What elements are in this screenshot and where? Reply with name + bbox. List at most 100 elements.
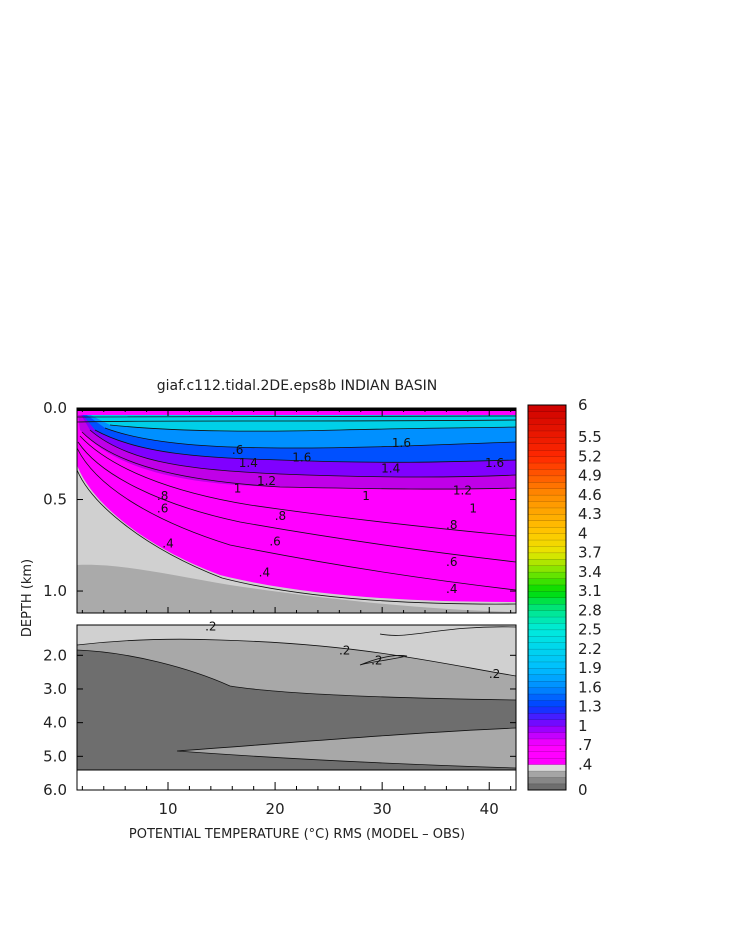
colorbar-label: 1.9 bbox=[578, 659, 602, 677]
colorbar-frame bbox=[527, 404, 567, 791]
colorbar-label: 3.7 bbox=[578, 544, 602, 562]
colorbar-band bbox=[527, 648, 567, 656]
colorbar-band bbox=[527, 507, 567, 515]
colorbar-band bbox=[527, 456, 567, 464]
colorbar-label: .7 bbox=[578, 736, 592, 754]
colorbar-label: 5.5 bbox=[578, 428, 602, 446]
colorbar-band bbox=[527, 436, 567, 445]
colorbar-label: 4 bbox=[578, 524, 588, 542]
y-tick-label: 6.0 bbox=[43, 781, 67, 799]
contour-label: 1 bbox=[362, 489, 370, 503]
colorbar-band bbox=[527, 424, 567, 432]
contour-label: .4 bbox=[162, 536, 173, 550]
contour-label: .6 bbox=[157, 502, 168, 516]
colorbar-band bbox=[527, 443, 567, 451]
colorbar-band bbox=[527, 475, 567, 483]
y-tick-label: 1.0 bbox=[43, 582, 67, 600]
colorbar-label: 3.4 bbox=[578, 563, 602, 581]
colorbar-band bbox=[527, 603, 567, 611]
y-tick-label: 4.0 bbox=[43, 714, 67, 732]
colorbar-band bbox=[527, 610, 567, 618]
colorbar-band bbox=[527, 616, 567, 624]
colorbar-label: 2.2 bbox=[578, 640, 602, 658]
contour-label: .2 bbox=[339, 643, 350, 657]
colorbar-band bbox=[527, 597, 567, 605]
colorbar-band bbox=[527, 744, 567, 752]
x-tick-label: 10 bbox=[158, 800, 177, 818]
colorbar-band bbox=[527, 481, 567, 489]
lower-contours bbox=[77, 626, 516, 769]
colorbar-band bbox=[527, 462, 567, 470]
colorbar-band bbox=[527, 674, 567, 682]
colorbar-band bbox=[527, 783, 567, 791]
contour-label: 1.2 bbox=[453, 483, 472, 497]
colorbar-band bbox=[527, 526, 567, 534]
colorbar-band bbox=[527, 732, 567, 740]
band-0.1 bbox=[77, 650, 516, 770]
colorbar-band bbox=[527, 764, 567, 772]
colorbar-band bbox=[527, 719, 567, 727]
colorbar-band bbox=[527, 545, 567, 554]
colorbar-band bbox=[527, 558, 567, 566]
colorbar-band bbox=[527, 417, 567, 425]
contour-label: .2 bbox=[371, 653, 382, 667]
colorbar-band bbox=[527, 751, 567, 759]
y-tick-label: 0.0 bbox=[43, 399, 67, 417]
colorbar-band bbox=[527, 571, 567, 579]
colorbar-label: 4.6 bbox=[578, 486, 602, 504]
colorbar-label: 1.6 bbox=[578, 678, 602, 696]
colorbar-band bbox=[527, 667, 567, 675]
colorbar-band bbox=[527, 411, 567, 419]
contour-label: .8 bbox=[446, 518, 457, 532]
contour-label: 1.6 bbox=[392, 436, 411, 450]
colorbar-label: 2.8 bbox=[578, 601, 602, 619]
contour-label: .6 bbox=[446, 555, 457, 569]
colorbar-label: .4 bbox=[578, 755, 592, 773]
contour-lines bbox=[77, 415, 516, 605]
colorbar-band bbox=[527, 687, 567, 695]
colorbar-band bbox=[527, 552, 567, 560]
colorbar-label: 2.5 bbox=[578, 621, 602, 639]
contour-label: .8 bbox=[275, 509, 286, 523]
contour-label: 1.4 bbox=[381, 461, 400, 475]
colorbar-label: 4.9 bbox=[578, 467, 602, 485]
colorbar-band bbox=[527, 770, 567, 778]
colorbar-band bbox=[527, 655, 567, 663]
colorbar-band bbox=[527, 693, 567, 701]
lower-panel bbox=[77, 625, 516, 790]
colorbar-band bbox=[527, 430, 567, 438]
colorbar-band bbox=[527, 468, 567, 477]
colorbar-label: 3.1 bbox=[578, 582, 602, 600]
upper-panel bbox=[77, 408, 516, 613]
x-tick-label: 20 bbox=[266, 800, 285, 818]
contour-label: 1 bbox=[469, 502, 477, 516]
y-tick-label: 0.5 bbox=[43, 491, 67, 509]
contour-label: .6 bbox=[269, 535, 280, 549]
colorbar-band bbox=[527, 738, 567, 746]
contour-label: .2 bbox=[205, 620, 216, 634]
colorbar-band bbox=[527, 712, 567, 720]
colorbar-band bbox=[527, 622, 567, 631]
contour-label: 1 bbox=[234, 482, 242, 496]
colorbar-label: 4.3 bbox=[578, 505, 602, 523]
colorbar-band bbox=[527, 539, 567, 547]
colorbar-band bbox=[527, 629, 567, 637]
contour-label: 1.2 bbox=[257, 474, 276, 488]
colorbar-label: 0 bbox=[578, 781, 588, 799]
band-0.3-lower bbox=[77, 625, 516, 676]
colorbar-label: 5.2 bbox=[578, 447, 602, 465]
colorbar-band bbox=[527, 488, 567, 496]
band-0.3-gray bbox=[77, 564, 516, 613]
colorbar-band bbox=[527, 590, 567, 598]
colorbar-band bbox=[527, 578, 567, 586]
contour-label: .2 bbox=[489, 667, 500, 681]
colorbar-label: 6 bbox=[578, 396, 588, 414]
y-tick-label: 5.0 bbox=[43, 747, 67, 765]
colorbar-band bbox=[527, 661, 567, 669]
contour-label: 1.6 bbox=[485, 456, 504, 470]
y-axis-label: DEPTH (km) bbox=[20, 559, 35, 637]
contour-label: .4 bbox=[446, 582, 457, 596]
band-0.4-gray bbox=[77, 465, 516, 613]
contour-label: .8 bbox=[157, 489, 168, 503]
